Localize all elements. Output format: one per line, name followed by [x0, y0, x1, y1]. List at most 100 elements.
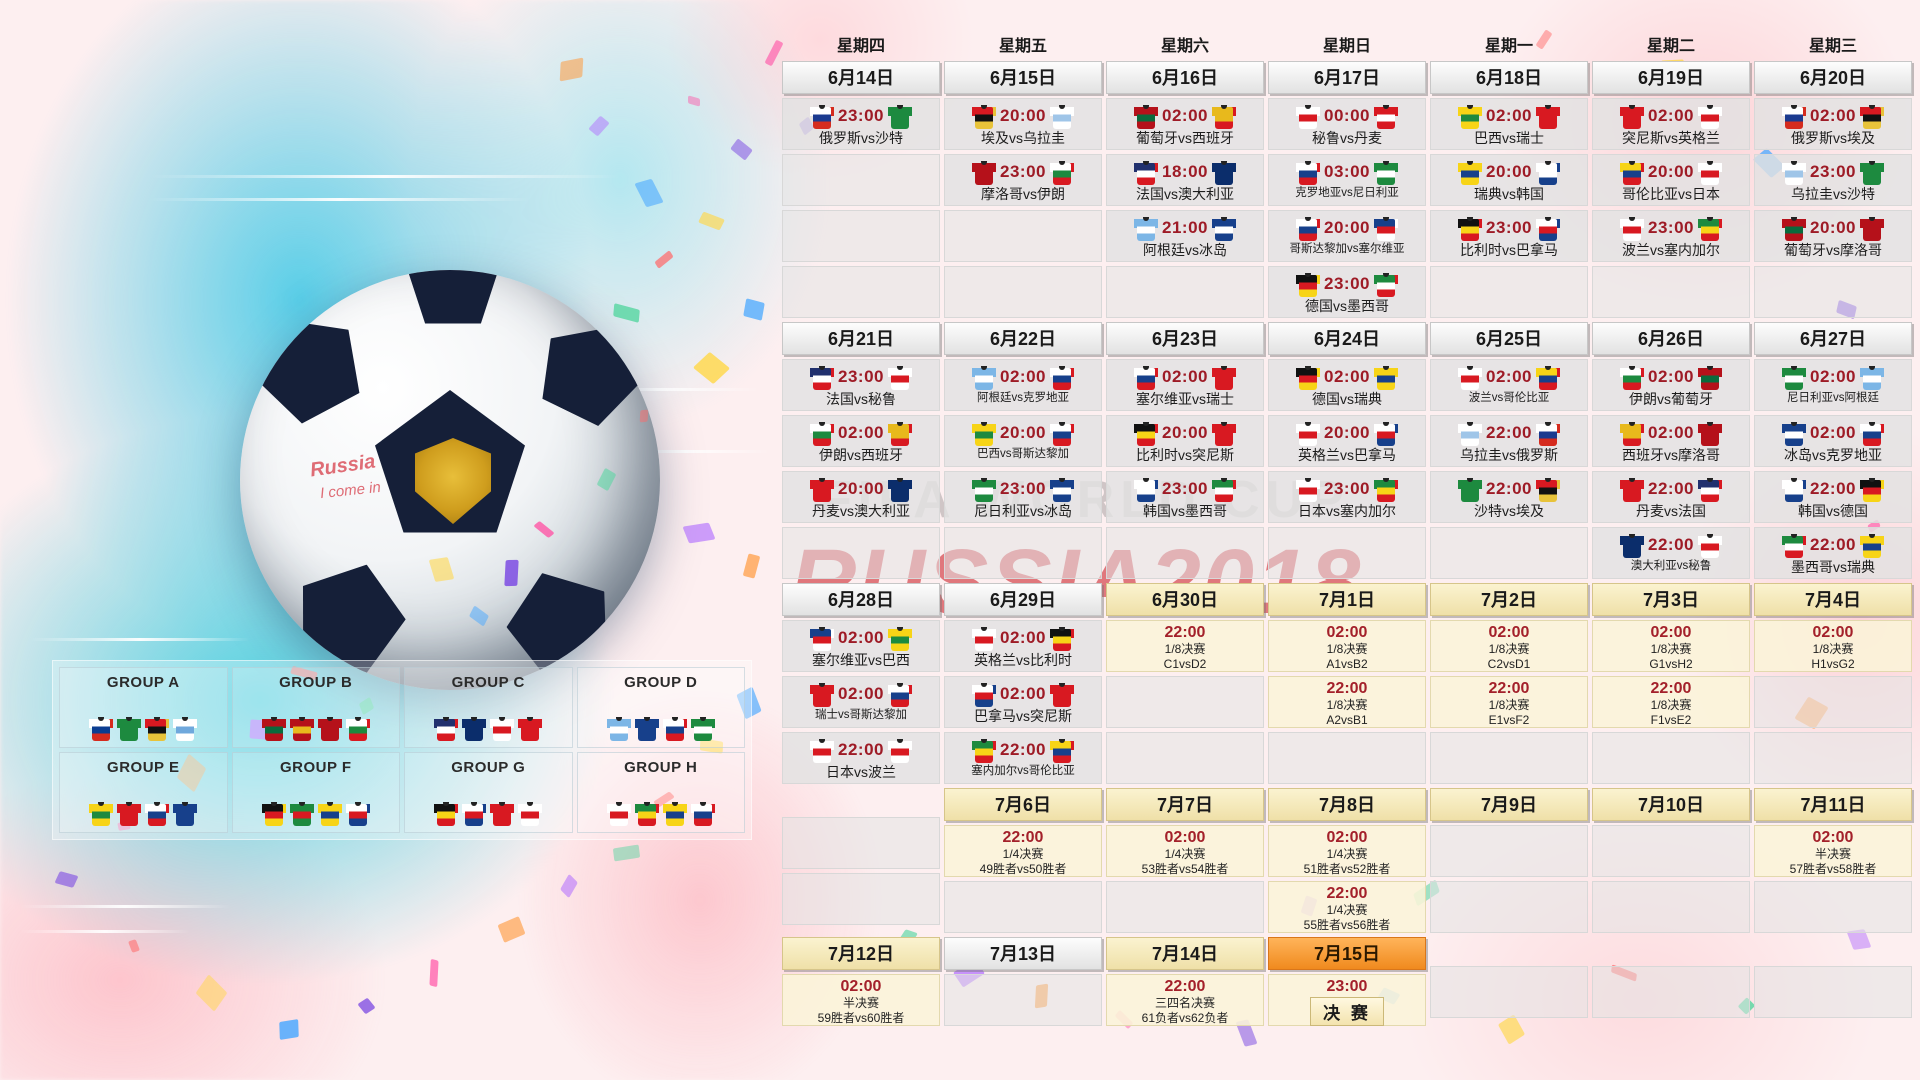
date-header[interactable]: 6月30日 [1106, 583, 1264, 616]
group-card-group-a[interactable]: GROUP A [59, 667, 228, 748]
match-cell[interactable]: 22:00 韩国vs德国 [1754, 471, 1912, 523]
match-cell[interactable]: 02:00 波兰vs哥伦比亚 [1430, 359, 1588, 411]
match-cell[interactable]: 22:00 丹麦vs法国 [1592, 471, 1750, 523]
match-cell[interactable]: 23:00 日本vs塞内加尔 [1268, 471, 1426, 523]
match-cell[interactable]: 02:00 瑞士vs哥斯达黎加 [782, 676, 940, 728]
date-header[interactable]: 7月14日 [1106, 937, 1264, 970]
date-header[interactable]: 7月9日 [1430, 788, 1588, 821]
match-cell[interactable]: 20:00 丹麦vs澳大利亚 [782, 471, 940, 523]
match-cell[interactable]: 20:00 英格兰vs巴拿马 [1268, 415, 1426, 467]
match-cell[interactable]: 20:00 比利时vs突尼斯 [1106, 415, 1264, 467]
match-cell[interactable]: 02:00 英格兰vs比利时 [944, 620, 1102, 672]
date-header[interactable]: 6月21日 [782, 322, 940, 355]
knockout-match-cell[interactable]: 02:00 半决赛 57胜者vs58胜者 [1754, 825, 1912, 877]
date-header[interactable]: 7月2日 [1430, 583, 1588, 616]
date-header[interactable]: 6月18日 [1430, 61, 1588, 94]
date-header[interactable]: 7月8日 [1268, 788, 1426, 821]
knockout-match-cell[interactable]: 02:00 半决赛 59胜者vs60胜者 [782, 974, 940, 1026]
knockout-match-cell[interactable]: 02:00 1/8决赛 G1vsH2 [1592, 620, 1750, 672]
match-cell[interactable]: 20:00 葡萄牙vs摩洛哥 [1754, 210, 1912, 262]
match-cell[interactable]: 02:00 西班牙vs摩洛哥 [1592, 415, 1750, 467]
date-header[interactable]: 7月15日 [1268, 937, 1426, 970]
knockout-match-cell[interactable]: 22:00 1/4决赛 55胜者vs56胜者 [1268, 881, 1426, 933]
group-card-group-g[interactable]: GROUP G [404, 752, 573, 833]
knockout-match-cell[interactable]: 02:00 1/4决赛 51胜者vs52胜者 [1268, 825, 1426, 877]
date-header[interactable]: 7月7日 [1106, 788, 1264, 821]
group-card-group-b[interactable]: GROUP B [231, 667, 400, 748]
knockout-match-cell[interactable]: 22:00 1/4决赛 49胜者vs50胜者 [944, 825, 1102, 877]
match-cell[interactable]: 02:00 巴西vs瑞士 [1430, 98, 1588, 150]
date-header[interactable]: 7月3日 [1592, 583, 1750, 616]
group-card-group-e[interactable]: GROUP E [59, 752, 228, 833]
match-cell[interactable]: 02:00 葡萄牙vs西班牙 [1106, 98, 1264, 150]
match-cell[interactable]: 02:00 伊朗vs西班牙 [782, 415, 940, 467]
date-header[interactable]: 6月26日 [1592, 322, 1750, 355]
knockout-match-cell[interactable]: 22:00 1/8决赛 A2vsB1 [1268, 676, 1426, 728]
date-header[interactable]: 6月17日 [1268, 61, 1426, 94]
date-header[interactable]: 7月1日 [1268, 583, 1426, 616]
match-cell[interactable]: 02:00 巴拿马vs突尼斯 [944, 676, 1102, 728]
date-header[interactable]: 6月29日 [944, 583, 1102, 616]
match-cell[interactable]: 02:00 突尼斯vs英格兰 [1592, 98, 1750, 150]
knockout-match-cell[interactable]: 02:00 1/8决赛 A1vsB2 [1268, 620, 1426, 672]
date-header[interactable]: 6月23日 [1106, 322, 1264, 355]
date-header[interactable]: 6月25日 [1430, 322, 1588, 355]
match-cell[interactable]: 23:00 摩洛哥vs伊朗 [944, 154, 1102, 206]
date-header[interactable]: 7月11日 [1754, 788, 1912, 821]
knockout-match-cell[interactable]: 23:00 决 赛 [1268, 974, 1426, 1027]
date-header[interactable]: 6月28日 [782, 583, 940, 616]
knockout-match-cell[interactable]: 22:00 1/8决赛 E1vsF2 [1430, 676, 1588, 728]
date-header[interactable]: 7月13日 [944, 937, 1102, 970]
knockout-match-cell[interactable]: 02:00 1/8决赛 C2vsD1 [1430, 620, 1588, 672]
match-cell[interactable]: 22:00 乌拉圭vs俄罗斯 [1430, 415, 1588, 467]
match-cell[interactable]: 23:00 比利时vs巴拿马 [1430, 210, 1588, 262]
match-cell[interactable]: 21:00 阿根廷vs冰岛 [1106, 210, 1264, 262]
match-cell[interactable]: 23:00 乌拉圭vs沙特 [1754, 154, 1912, 206]
match-cell[interactable]: 23:00 俄罗斯vs沙特 [782, 98, 940, 150]
match-cell[interactable]: 02:00 伊朗vs葡萄牙 [1592, 359, 1750, 411]
match-cell[interactable]: 00:00 秘鲁vs丹麦 [1268, 98, 1426, 150]
knockout-match-cell[interactable]: 02:00 1/8决赛 H1vsG2 [1754, 620, 1912, 672]
knockout-match-cell[interactable]: 22:00 三四名决赛 61负者vs62负者 [1106, 974, 1264, 1026]
match-cell[interactable]: 20:00 哥伦比亚vs日本 [1592, 154, 1750, 206]
knockout-match-cell[interactable]: 02:00 1/4决赛 53胜者vs54胜者 [1106, 825, 1264, 877]
date-header[interactable]: 6月24日 [1268, 322, 1426, 355]
date-header[interactable]: 7月12日 [782, 937, 940, 970]
match-cell[interactable]: 22:00 澳大利亚vs秘鲁 [1592, 527, 1750, 579]
group-card-group-h[interactable]: GROUP H [576, 752, 745, 833]
knockout-match-cell[interactable]: 22:00 1/8决赛 F1vsE2 [1592, 676, 1750, 728]
match-cell[interactable]: 02:00 塞尔维亚vs瑞士 [1106, 359, 1264, 411]
match-cell[interactable]: 18:00 法国vs澳大利亚 [1106, 154, 1264, 206]
match-cell[interactable]: 20:00 埃及vs乌拉圭 [944, 98, 1102, 150]
group-card-group-c[interactable]: GROUP C [404, 667, 573, 748]
group-card-group-d[interactable]: GROUP D [576, 667, 745, 748]
match-cell[interactable]: 23:00 尼日利亚vs冰岛 [944, 471, 1102, 523]
match-cell[interactable]: 22:00 墨西哥vs瑞典 [1754, 527, 1912, 579]
date-header[interactable]: 6月19日 [1592, 61, 1750, 94]
match-cell[interactable]: 02:00 德国vs瑞典 [1268, 359, 1426, 411]
match-cell[interactable]: 20:00 巴西vs哥斯达黎加 [944, 415, 1102, 467]
date-header[interactable]: 6月14日 [782, 61, 940, 94]
match-cell[interactable]: 23:00 德国vs墨西哥 [1268, 266, 1426, 318]
group-card-group-f[interactable]: GROUP F [231, 752, 400, 833]
match-cell[interactable]: 03:00 克罗地亚vs尼日利亚 [1268, 154, 1426, 206]
match-cell[interactable]: 02:00 尼日利亚vs阿根廷 [1754, 359, 1912, 411]
date-header[interactable]: 7月4日 [1754, 583, 1912, 616]
date-header[interactable]: 6月20日 [1754, 61, 1912, 94]
date-header[interactable]: 6月27日 [1754, 322, 1912, 355]
match-cell[interactable]: 02:00 俄罗斯vs埃及 [1754, 98, 1912, 150]
date-header[interactable]: 7月10日 [1592, 788, 1750, 821]
date-header[interactable]: 7月6日 [944, 788, 1102, 821]
match-cell[interactable]: 22:00 塞内加尔vs哥伦比亚 [944, 732, 1102, 784]
match-cell[interactable]: 02:00 阿根廷vs克罗地亚 [944, 359, 1102, 411]
date-header[interactable]: 6月16日 [1106, 61, 1264, 94]
match-cell[interactable]: 02:00 冰岛vs克罗地亚 [1754, 415, 1912, 467]
match-cell[interactable]: 20:00 哥斯达黎加vs塞尔维亚 [1268, 210, 1426, 262]
match-cell[interactable]: 23:00 韩国vs墨西哥 [1106, 471, 1264, 523]
match-cell[interactable]: 20:00 瑞典vs韩国 [1430, 154, 1588, 206]
match-cell[interactable]: 02:00 塞尔维亚vs巴西 [782, 620, 940, 672]
match-cell[interactable]: 22:00 日本vs波兰 [782, 732, 940, 784]
match-cell[interactable]: 22:00 沙特vs埃及 [1430, 471, 1588, 523]
knockout-match-cell[interactable]: 22:00 1/8决赛 C1vsD2 [1106, 620, 1264, 672]
match-cell[interactable]: 23:00 法国vs秘鲁 [782, 359, 940, 411]
